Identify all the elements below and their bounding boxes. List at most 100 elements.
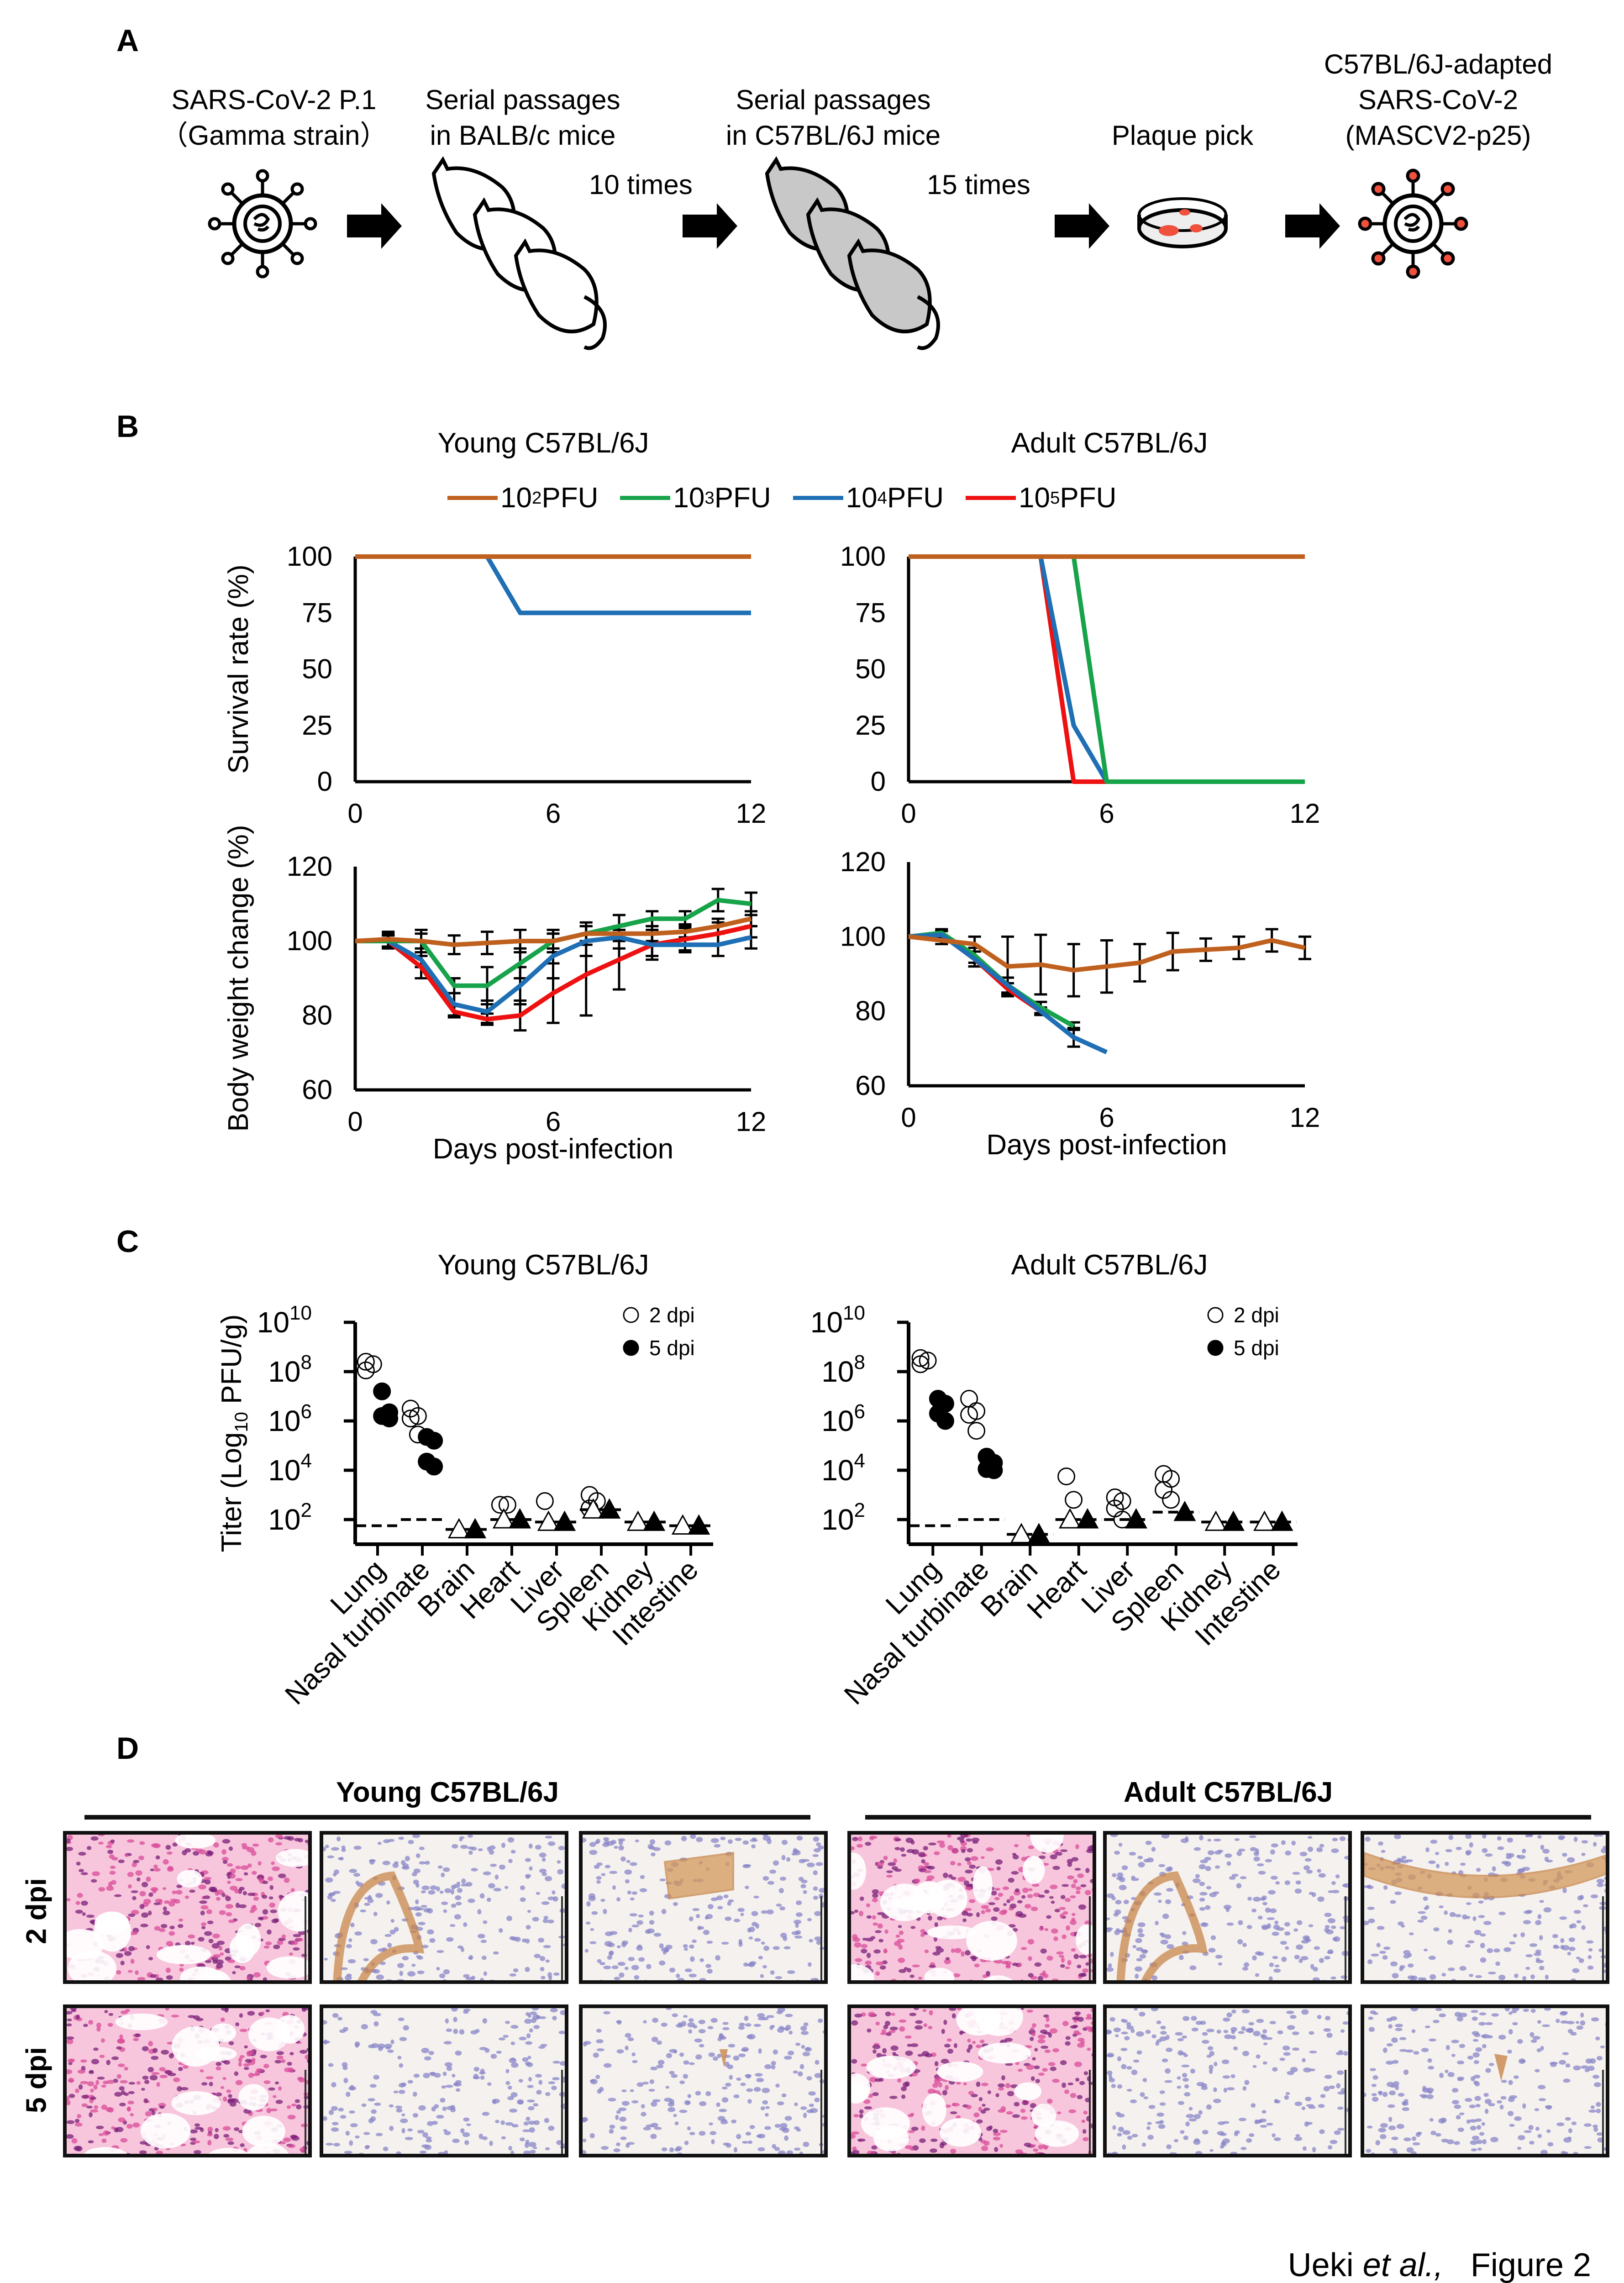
- tissue-texture: [323, 2008, 565, 2154]
- below-lod-marker: [671, 1514, 694, 1535]
- legend-item: 10 4 PFU: [793, 482, 944, 514]
- x-tick-label: 12: [1290, 798, 1320, 829]
- step-line: SARS-CoV-2 P.1: [171, 84, 377, 115]
- legend-unit: PFU: [541, 482, 599, 514]
- legend-item: 10 3 PFU: [620, 482, 771, 514]
- ihc-lung-image: [320, 2004, 568, 2157]
- ihc-lung-image: [320, 1831, 568, 1984]
- open-circle-point: [960, 1406, 978, 1424]
- dose-legend: 10 2 PFU 10 3 PFU 10 4 PFU 10 5 PFU: [447, 482, 1116, 514]
- x-tick-label: 12: [736, 798, 767, 829]
- step-line: Serial passages: [425, 84, 620, 115]
- step-line: in BALB/c mice: [430, 120, 616, 151]
- x-tick-label: 6: [546, 1106, 561, 1137]
- y-tick-label: 120: [287, 851, 332, 882]
- open-circle-point: [911, 1349, 930, 1367]
- step-source-label: SARS-CoV-2 P.1 （Gamma strain）: [161, 82, 388, 153]
- c-title-adult: Adult C57BL/6J: [1011, 1249, 1208, 1281]
- below-lod-marker: [537, 1510, 560, 1531]
- step-line: Plaque pick: [1111, 120, 1254, 151]
- below-lod-marker: [1222, 1510, 1245, 1531]
- below-lod-marker: [643, 1510, 666, 1531]
- open-circle-point: [491, 1496, 509, 1514]
- b-title-young: Young C57BL/6J: [437, 427, 649, 459]
- he-lung-image: [63, 2004, 312, 2157]
- filled-circle-point: [425, 1457, 443, 1476]
- y-tick-label: 0: [317, 766, 332, 797]
- legend-base: 10: [1019, 482, 1050, 514]
- x-tick-label: 6: [1099, 1102, 1114, 1133]
- x-tick-label: 0: [901, 1102, 916, 1133]
- tissue-texture: [67, 2008, 308, 2154]
- y-tick-label: 100: [287, 541, 332, 572]
- legend-exp: 5: [1050, 488, 1060, 508]
- y-tick-label: 102: [821, 1499, 865, 1536]
- open-circle-point: [1065, 1491, 1083, 1509]
- step-line: SARS-CoV-2: [1358, 84, 1519, 115]
- he-lung-image: [847, 2004, 1096, 2157]
- tissue-texture: [1364, 1835, 1606, 1980]
- open-circle-point: [911, 1355, 930, 1373]
- below-lod-marker: [1125, 1508, 1147, 1529]
- open-circle-point: [401, 1399, 420, 1418]
- x-tick-label: 6: [546, 798, 561, 829]
- open-circle-legend-marker: [1207, 1307, 1224, 1323]
- tissue-texture: [851, 2008, 1093, 2154]
- y-tick-label: 102: [268, 1499, 312, 1536]
- petri-dish-icon: [1137, 197, 1228, 248]
- series-line: [908, 934, 1306, 973]
- passage-count-15: 15 times: [927, 169, 1030, 200]
- y-axis-title: Survival rate (%): [223, 564, 254, 773]
- ihc-lung-image: [1103, 1831, 1352, 1984]
- filled-circle-point: [380, 1410, 399, 1428]
- x-tick-label: 0: [347, 798, 363, 829]
- step-line: （Gamma strain）: [160, 120, 388, 151]
- ihc-nasal-image: [579, 2004, 828, 2157]
- below-lod-marker: [1173, 1500, 1196, 1521]
- y-tick-label: 0: [871, 766, 886, 797]
- legend-base: 10: [500, 482, 532, 514]
- y-tick-label: 106: [268, 1400, 312, 1437]
- y-tick-label: 75: [302, 597, 332, 628]
- y-tick-label: 100: [287, 926, 332, 956]
- y-tick-label: 25: [855, 710, 886, 741]
- tissue-texture: [67, 1835, 308, 1980]
- legend-exp: 4: [877, 488, 888, 508]
- virus-icon: [208, 169, 317, 279]
- legend-swatch: [966, 496, 1016, 500]
- figure-caption: Ueki et al., Figure 2: [1288, 2246, 1591, 2283]
- below-lod-marker: [464, 1518, 487, 1539]
- step-line: C57BL/6J-adapted: [1324, 49, 1553, 79]
- panel-label-a: A: [116, 23, 139, 58]
- white-mice-icon: [431, 156, 607, 350]
- step-plaque-label: Plaque pick: [1112, 118, 1253, 153]
- tissue-texture: [1107, 2008, 1348, 2154]
- d-bar-young: [84, 1815, 810, 1820]
- legend-item: 10 5 PFU: [966, 482, 1116, 514]
- legend-swatch: [447, 496, 498, 500]
- tissue-texture: [583, 1835, 824, 1980]
- x-tick-label: 0: [347, 1106, 363, 1137]
- y-tick-label: 100: [840, 921, 886, 952]
- open-circle-point: [960, 1389, 978, 1408]
- series-line: [908, 932, 1108, 1055]
- he-lung-image: [63, 1831, 312, 1984]
- open-circle-point: [1113, 1492, 1131, 1510]
- legend-unit: PFU: [1060, 482, 1117, 514]
- open-circle-point: [498, 1496, 516, 1514]
- legend-item: 10 2 PFU: [447, 482, 598, 514]
- tissue-texture: [323, 1835, 565, 1980]
- y-axis-title: Body weight change (%): [223, 825, 254, 1131]
- x-tick-label: 6: [1099, 798, 1114, 829]
- panel-label-c: C: [116, 1224, 139, 1259]
- ihc-lung-image: [1103, 2004, 1352, 2157]
- series-line: [909, 554, 1305, 784]
- row-label-5dpi: 5 dpi: [21, 2047, 53, 2113]
- below-lod-marker: [509, 1508, 531, 1529]
- tissue-texture: [851, 1835, 1093, 1980]
- series-line: [355, 916, 752, 947]
- arrow-icon: [1285, 203, 1340, 249]
- ihc-nasal-image: [579, 1831, 828, 1984]
- below-lod-marker: [1076, 1508, 1099, 1529]
- arrow-icon: [683, 203, 737, 249]
